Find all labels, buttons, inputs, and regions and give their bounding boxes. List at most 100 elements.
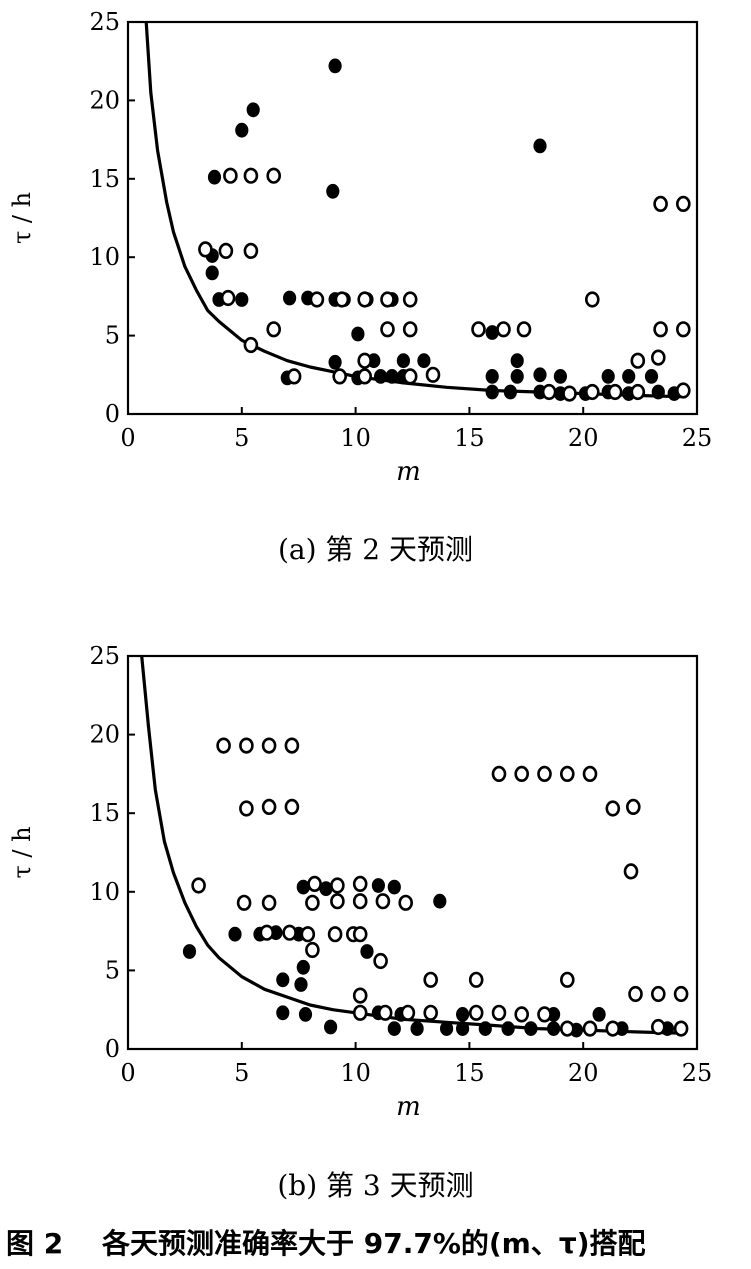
data-point-filled (622, 369, 636, 384)
data-point-open (398, 894, 414, 911)
data-point-filled (644, 369, 659, 384)
data-point-open (261, 737, 277, 754)
data-point-open (286, 368, 302, 385)
data-point-filled (385, 369, 399, 384)
data-point-open (259, 924, 275, 941)
data-point-filled (433, 893, 447, 909)
data-point-open (541, 383, 557, 401)
chart-panel-a: 0 5 10 15 20 25 0 5 10 15 20 25 m τ / h (a) 第 2 天预测 (0, 0, 751, 600)
data-point-filled (503, 384, 517, 400)
data-point-filled (417, 353, 431, 369)
data-point-filled (294, 977, 308, 992)
data-point-filled (276, 1005, 290, 1021)
data-point-open (400, 1004, 416, 1021)
data-point-open (266, 321, 282, 338)
data-point-filled (601, 369, 615, 384)
data-point-open (516, 321, 532, 338)
data-point-open (220, 289, 236, 307)
data-point-filled (360, 944, 374, 959)
figure-number: 图 2 (6, 1227, 64, 1260)
data-point-open (198, 241, 213, 258)
data-point-filled (533, 367, 547, 383)
data-point-open (673, 1020, 689, 1037)
y-tick-label: 25 (89, 8, 120, 36)
data-point-open (357, 352, 373, 369)
y-tick-label: 0 (105, 400, 120, 428)
data-point-open (239, 737, 254, 754)
data-point-open (243, 242, 259, 259)
data-point-filled (478, 1021, 492, 1037)
x-tick-label: 10 (340, 424, 371, 452)
data-point-open (630, 383, 646, 401)
data-point-filled (456, 1007, 470, 1022)
data-point-open (559, 971, 575, 988)
x-tick-label: 0 (120, 1059, 135, 1087)
data-point-open (675, 321, 691, 338)
data-point-open (307, 875, 322, 892)
data-point-filled (651, 384, 665, 400)
data-point-filled (410, 1021, 424, 1037)
data-point-open (352, 1004, 368, 1021)
data-point-open (582, 1020, 598, 1037)
data-point-open (607, 383, 623, 401)
scatter-chart-a: 0 5 10 15 20 25 0 5 10 15 20 25 m τ / h (8, 8, 713, 487)
x-tick-label: 10 (340, 1059, 371, 1087)
x-tick-label: 25 (682, 424, 713, 452)
data-point-open (266, 167, 282, 184)
data-point-filled (371, 878, 385, 893)
data-point-filled (235, 292, 249, 307)
data-point-open (468, 1004, 484, 1021)
data-point-open (628, 985, 643, 1003)
data-point-open (352, 893, 368, 910)
data-point-open (380, 291, 395, 308)
data-point-open (675, 382, 691, 399)
data-point-filled (396, 353, 410, 369)
data-point-open (191, 877, 206, 894)
data-point-open (468, 971, 484, 988)
chart-panel-b: 0 5 10 15 20 25 0 5 10 15 20 25 m τ / h (b) 第 3 天预测 (0, 630, 751, 1202)
data-point-filled (501, 1021, 515, 1037)
data-point-open (423, 971, 439, 988)
data-point-open (491, 765, 507, 782)
data-point-open (334, 291, 350, 308)
y-axis-label: τ / h (8, 826, 36, 878)
data-point-open (261, 798, 277, 815)
data-point-open (305, 941, 320, 959)
data-point-open (261, 894, 277, 911)
data-point-open (650, 985, 666, 1003)
y-tick-label: 10 (89, 243, 120, 271)
x-tick-label: 0 (120, 424, 135, 452)
data-point-filled (283, 290, 297, 306)
data-point-filled (440, 1021, 454, 1037)
plot-frame (126, 654, 699, 1051)
x-tick-label: 15 (454, 1059, 485, 1087)
data-point-filled (387, 1021, 401, 1037)
data-point-open (243, 336, 259, 354)
data-point-open (673, 985, 689, 1003)
figure-title-text: 各天预测准确率大于 97.7%的(m、τ)搭配 (102, 1227, 646, 1260)
data-point-filled (510, 369, 524, 384)
data-point-filled (546, 1021, 561, 1037)
x-axis-label: m (396, 1092, 421, 1122)
data-point-open (650, 349, 666, 366)
data-point-open (471, 321, 486, 338)
data-point-open (357, 291, 373, 308)
data-point-open (352, 926, 368, 943)
data-point-filled (374, 369, 388, 384)
data-point-open (282, 924, 297, 941)
data-point-filled (456, 1021, 470, 1037)
data-point-open (625, 798, 641, 815)
data-point-filled (328, 354, 342, 370)
y-tick-label: 10 (89, 878, 120, 906)
data-point-filled (533, 138, 547, 154)
data-point-open (514, 765, 530, 782)
data-point-filled (510, 353, 524, 369)
data-point-filled (246, 102, 260, 118)
data-point-open (559, 765, 575, 782)
data-point-filled (387, 879, 401, 895)
chart-caption-a: (a) 第 2 天预测 (277, 533, 474, 566)
data-point-filled (485, 369, 499, 384)
data-point-open (402, 291, 418, 308)
data-point-filled (205, 265, 219, 281)
data-point-open (218, 242, 234, 259)
